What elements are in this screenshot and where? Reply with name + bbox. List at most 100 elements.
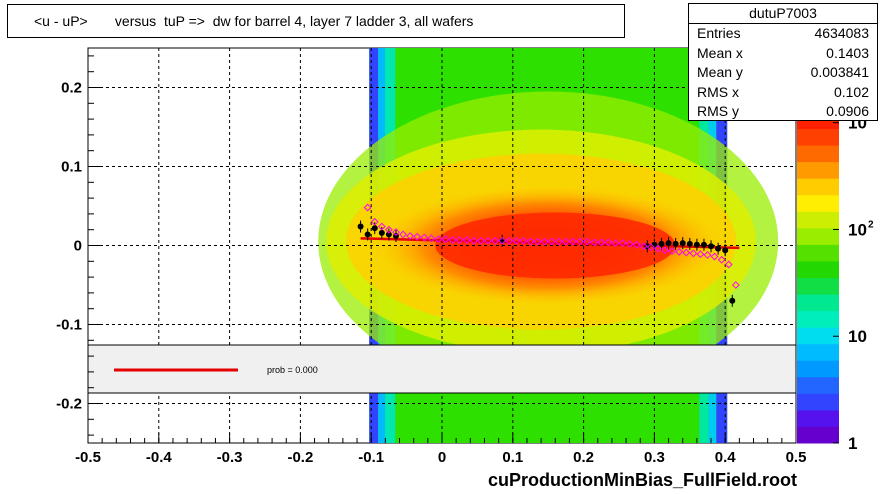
x-tick-label: 0.5	[786, 449, 807, 466]
profile-markers	[357, 203, 740, 307]
color-scale-band	[797, 244, 839, 262]
profile-point-black	[708, 243, 715, 250]
plot-title: <u - uP> versus tuP => dw for barrel 4, …	[7, 4, 625, 38]
profile-point-magenta	[505, 236, 514, 245]
z-tick-exponent: 2	[868, 219, 874, 230]
y-tick-label: 0.2	[61, 80, 82, 97]
z-tick-label: 10	[848, 327, 867, 346]
profile-point-magenta	[413, 232, 422, 241]
profile-point-magenta	[491, 236, 500, 245]
profile-point-magenta	[625, 240, 634, 248]
profile-point-magenta	[604, 238, 613, 247]
heat-core-peak	[435, 212, 676, 279]
x-tick-label: -0.1	[358, 449, 384, 466]
stats-row: Entries 4634083	[689, 24, 877, 44]
z-tick-label: 1	[848, 434, 857, 453]
color-scale-band	[797, 393, 839, 411]
profile-point-magenta	[469, 236, 478, 245]
profile-point-magenta	[554, 237, 563, 246]
profile-point-magenta	[590, 238, 599, 247]
profile-point-magenta	[377, 222, 386, 231]
profile-point-magenta	[646, 243, 655, 251]
stats-value: 4634083	[814, 25, 869, 41]
profile-point-black	[693, 241, 700, 248]
profile-point-black	[385, 231, 392, 238]
profile-point-black	[686, 240, 693, 247]
source-file-label: cuProductionMinBias_FullField.root	[488, 470, 798, 490]
profile-point-magenta	[675, 247, 684, 256]
profile-point-magenta	[526, 237, 535, 246]
color-scale-bands	[797, 112, 839, 444]
color-scale-band	[797, 260, 839, 278]
profile-point-magenta	[462, 236, 471, 244]
profile-point-magenta	[512, 236, 521, 245]
x-tick-label: 0.1	[502, 449, 523, 466]
color-scale-band	[797, 426, 839, 444]
profile-point-black	[700, 241, 707, 248]
color-scale-band	[797, 360, 839, 378]
stats-value: 0.003841	[810, 64, 869, 80]
profile-point-black	[658, 240, 665, 247]
profile-point-magenta	[392, 228, 400, 236]
profile-point-magenta	[724, 260, 733, 269]
profile-point-magenta	[384, 225, 393, 234]
profile-point-magenta	[703, 251, 712, 259]
color-scale-band	[797, 128, 839, 146]
profile-point-black	[392, 233, 399, 240]
profile-point-magenta	[519, 236, 528, 245]
profile-point-black	[665, 240, 672, 247]
profile-point-black	[371, 225, 378, 232]
color-scale-band	[797, 294, 839, 312]
profile-point-magenta	[498, 236, 507, 245]
profile-point-magenta	[455, 236, 464, 244]
color-scale-band	[797, 227, 839, 245]
profile-point-magenta	[363, 203, 372, 212]
stats-label: RMS x	[697, 83, 739, 100]
profile-point-black	[729, 297, 736, 304]
axes: -0.5 -0.4 -0.3 -0.2 -0.1 0 0.1 0.2 0.3 0.4 0.5 -0.2…	[56, 55, 807, 466]
profile-point-magenta	[434, 235, 443, 244]
profile-point-magenta	[661, 246, 669, 255]
stats-label: Mean y	[697, 64, 743, 80]
color-scale-band	[797, 310, 839, 328]
profile-point-magenta	[731, 281, 740, 289]
profile-point-black	[499, 237, 506, 244]
profile-point-magenta	[561, 237, 570, 246]
profile-point-magenta	[583, 237, 592, 246]
profile-point-black	[672, 240, 679, 247]
profile-point-magenta	[547, 237, 556, 246]
profile-point-magenta	[399, 230, 407, 239]
stats-name: dutuP7003	[689, 4, 877, 24]
profile-point-magenta	[427, 234, 436, 243]
profile-point-magenta	[576, 237, 584, 246]
stats-label: Entries	[697, 25, 741, 41]
x-tick-label: 0.3	[644, 449, 665, 466]
stats-label: RMS y	[697, 103, 739, 119]
profile-point-magenta	[448, 236, 457, 244]
y-tick-label: -0.1	[56, 317, 82, 334]
stats-value: 0.102	[833, 83, 869, 100]
color-scale-band	[797, 178, 839, 196]
color-scale-axis: 110102103	[833, 113, 874, 453]
stats-value: 0.0906	[826, 103, 869, 119]
color-scale-band	[797, 277, 839, 295]
profile-point-magenta	[420, 233, 429, 242]
profile-point-magenta	[441, 235, 450, 244]
profile-point-magenta	[632, 240, 641, 249]
stats-row: RMS y 0.0906	[689, 102, 877, 122]
stats-box: dutuP7003 Entries 4634083 Mean x 0.1403 Me…	[688, 3, 878, 121]
profile-point-magenta	[569, 237, 577, 246]
profile-point-magenta	[484, 236, 492, 245]
profile-point-magenta	[668, 247, 677, 255]
color-scale-band	[797, 376, 839, 394]
fit-legend-label: prob = 0.000	[267, 365, 318, 375]
profile-point-magenta	[717, 255, 726, 264]
x-tick-label: 0	[438, 449, 446, 466]
profile-point-magenta	[639, 242, 648, 251]
profile-point-black	[357, 223, 364, 230]
color-scale-band	[797, 211, 839, 229]
profile-point-magenta	[611, 239, 620, 248]
profile-point-magenta	[654, 244, 662, 253]
z-tick-label: 10	[848, 220, 867, 239]
profile-point-black	[715, 245, 722, 252]
